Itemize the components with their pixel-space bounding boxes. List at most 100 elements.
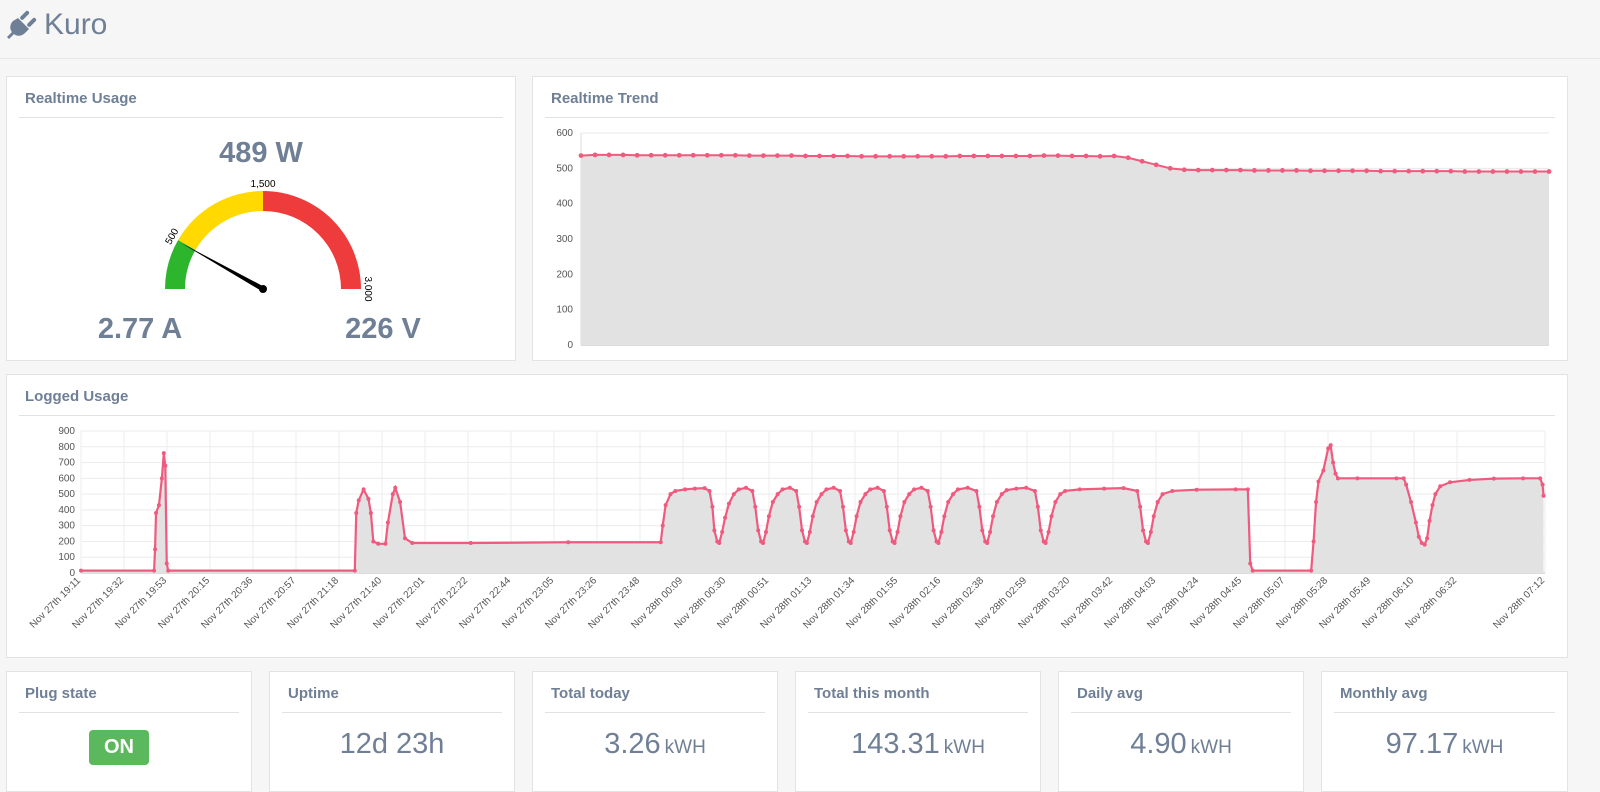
trend-point (901, 153, 907, 159)
logged-point (763, 529, 768, 534)
logged-point (376, 541, 381, 546)
stat-unit: kWH (943, 737, 985, 758)
logged-point (154, 511, 159, 516)
stat-unit: kWH (1190, 737, 1232, 758)
y-tick-label: 300 (556, 234, 573, 245)
logged-point (1077, 487, 1082, 492)
logged-point (712, 528, 717, 533)
stat-number: 4.90 (1130, 728, 1187, 760)
logged-point (1046, 529, 1051, 534)
logged-point (736, 487, 741, 492)
logged-usage-panel: Logged Usage 0 100 200 300 400 500 600 700 800 90… (6, 374, 1568, 658)
trend-point (1448, 168, 1454, 174)
divider (545, 117, 1555, 118)
trend-point (1490, 169, 1496, 174)
trend-point (1111, 153, 1117, 159)
logged-point (985, 541, 990, 546)
trend-point (803, 153, 808, 159)
trend-point (1378, 168, 1384, 174)
logged-point (1409, 500, 1414, 504)
logged-point (1170, 488, 1175, 493)
logged-point (840, 504, 845, 509)
trend-point (1406, 168, 1412, 174)
logged-point (750, 488, 755, 493)
logged-point (1004, 488, 1009, 493)
logged-point (919, 485, 924, 490)
trend-point (1083, 153, 1089, 159)
trend-point (1518, 169, 1524, 174)
trend-point (1013, 153, 1019, 159)
trend-point (1350, 168, 1355, 174)
plug-state-toggle[interactable]: ON (89, 730, 149, 765)
logged-point (1394, 476, 1399, 481)
divider (545, 712, 765, 713)
logged-point (1413, 520, 1418, 525)
trend-point (1097, 153, 1103, 159)
logged-point (166, 568, 171, 573)
y-tick-label: 200 (556, 269, 573, 280)
trend-point (1125, 155, 1131, 161)
logged-point (1311, 539, 1316, 544)
logged-point (780, 487, 785, 492)
logged-point (1053, 500, 1058, 504)
y-tick-label: 200 (58, 536, 75, 547)
logged-point (1248, 561, 1253, 566)
logged-point (928, 504, 933, 509)
logged-point (402, 536, 407, 541)
logged-point (1316, 479, 1321, 484)
logged-point (1335, 476, 1340, 481)
logged-point (843, 528, 848, 533)
logged-point (946, 500, 951, 504)
logged-point (884, 504, 889, 509)
trend-point (1055, 153, 1061, 159)
logged-point (804, 541, 809, 546)
logged-point (810, 514, 815, 519)
divider (1071, 712, 1291, 713)
logged-point (807, 529, 812, 534)
logged-point (164, 561, 169, 566)
gauge-band-0 (165, 240, 196, 289)
logged-point (658, 540, 663, 545)
logged-point (663, 503, 668, 508)
trend-point (1139, 158, 1145, 164)
logged-point (753, 504, 758, 509)
app-header: Kuro (0, 0, 1600, 59)
y-tick-label: 700 (58, 458, 75, 469)
gauge-needle (181, 242, 265, 292)
logged-point (1151, 514, 1156, 519)
trend-point (789, 153, 794, 159)
logged-point (1467, 477, 1472, 482)
trend-point (1504, 169, 1510, 174)
logged-point (710, 504, 715, 509)
uptime-card: Uptime 12d 23h (269, 671, 515, 792)
logged-point (770, 500, 775, 504)
divider (19, 415, 1555, 416)
brand[interactable]: Kuro (6, 8, 107, 42)
logged-point (775, 492, 780, 497)
trend-point (578, 153, 584, 159)
logged-point (1540, 482, 1545, 487)
logged-point (1314, 500, 1319, 504)
trend-point (845, 153, 850, 159)
divider (1334, 712, 1555, 713)
y-tick-label: 0 (69, 568, 75, 579)
trend-point (1069, 153, 1075, 159)
trend-point (606, 152, 612, 158)
logged-point (398, 500, 403, 504)
logged-point (892, 541, 897, 546)
logged-point (1309, 568, 1314, 573)
trend-point (634, 152, 640, 158)
logged-point (824, 487, 829, 492)
logged-point (1419, 541, 1424, 546)
x-tick-label: Nov 28th 07:12 (1491, 575, 1547, 631)
trend-point (746, 153, 752, 159)
total-today-card: Total today 3.26 kWH (532, 671, 778, 792)
logged-point (410, 541, 415, 546)
logged-point (1194, 487, 1199, 492)
logged-point (863, 492, 868, 497)
logged-point (819, 492, 824, 497)
trend-point (620, 152, 626, 158)
monthly-avg-card: Monthly avg 97.17 kWH (1321, 671, 1568, 792)
logged-point (1422, 542, 1427, 547)
logged-point (965, 485, 970, 490)
